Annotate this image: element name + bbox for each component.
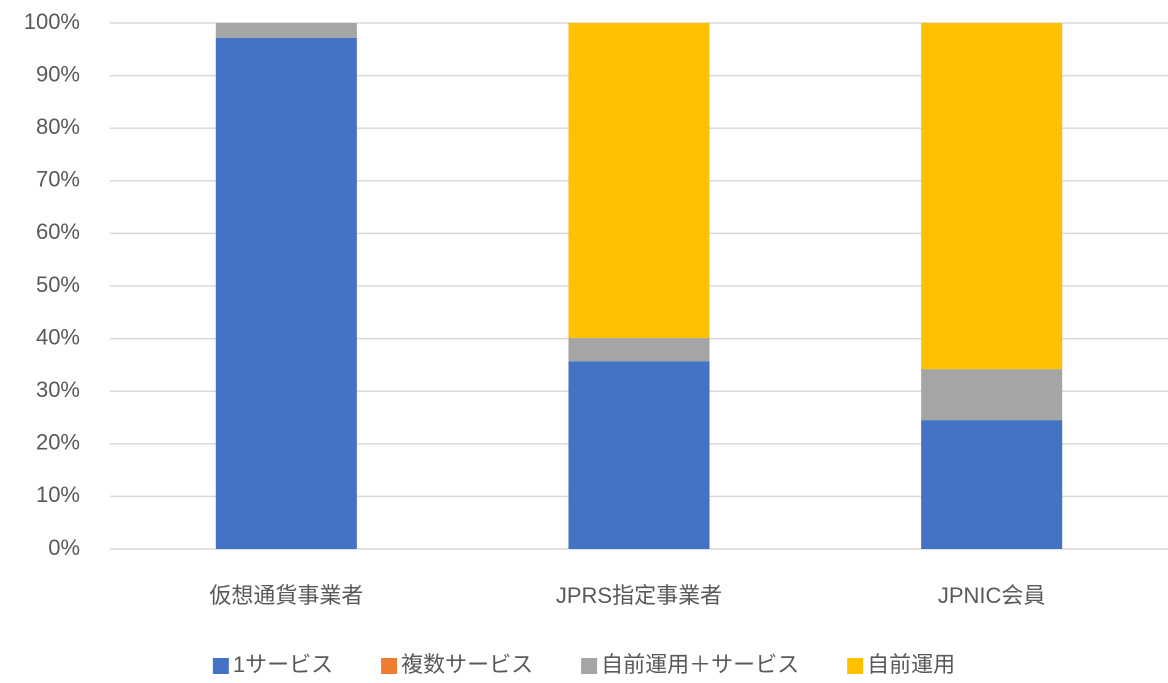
bar-segment xyxy=(921,369,1063,421)
bar-segment xyxy=(921,23,1063,370)
x-tick-label: JPRS指定事業者 xyxy=(556,583,722,608)
y-tick-label: 0% xyxy=(48,535,80,560)
bar-segment xyxy=(568,361,710,549)
legend-swatch xyxy=(581,658,598,674)
y-tick-label: 30% xyxy=(36,377,80,402)
legend-label: 自前運用＋サービス xyxy=(601,652,799,677)
legend-label: 自前運用 xyxy=(867,652,955,677)
legend-swatch xyxy=(847,658,864,674)
y-tick-label: 20% xyxy=(36,430,80,455)
y-tick-label: 60% xyxy=(36,219,80,244)
y-tick-label: 70% xyxy=(36,167,80,192)
legend-swatch xyxy=(212,658,229,674)
y-tick-label: 50% xyxy=(36,272,80,297)
y-tick-label: 80% xyxy=(36,114,80,139)
y-tick-label: 100% xyxy=(24,9,80,34)
bar-segment xyxy=(568,338,710,362)
legend-label: 1サービス xyxy=(233,652,333,677)
bar-segment xyxy=(921,420,1063,549)
legend-label: 複数サービス xyxy=(401,652,533,677)
bar-segment xyxy=(215,23,357,38)
x-tick-label: 仮想通貨事業者 xyxy=(209,583,363,608)
x-tick-label: JPNIC会員 xyxy=(938,583,1046,608)
y-tick-label: 10% xyxy=(36,482,80,507)
bar-segment xyxy=(568,23,710,339)
legend-swatch xyxy=(381,658,398,674)
bar-segment xyxy=(215,37,357,550)
y-tick-label: 90% xyxy=(36,61,80,86)
y-tick-label: 40% xyxy=(36,324,80,349)
